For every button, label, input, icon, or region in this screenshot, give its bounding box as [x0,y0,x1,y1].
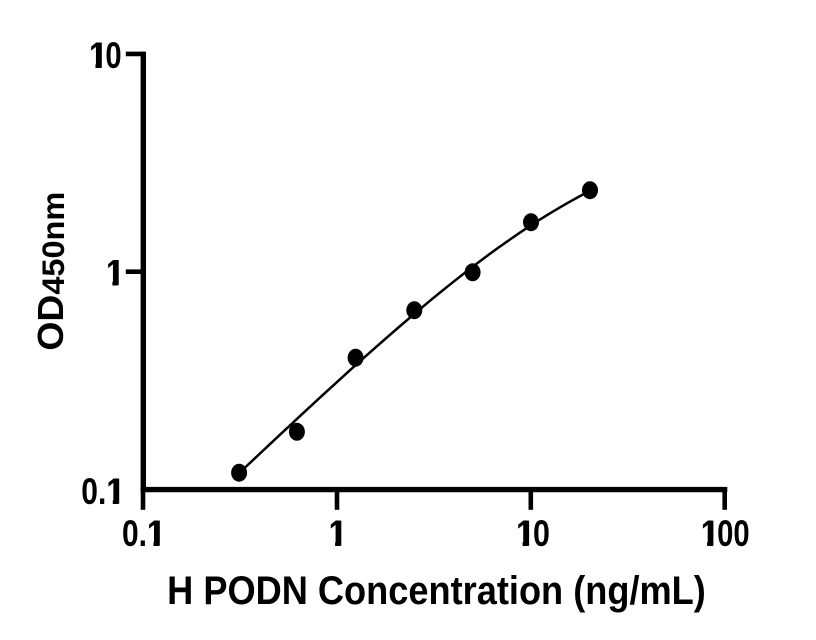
svg-text:100: 100 [701,514,750,555]
svg-text:0.1: 0.1 [81,471,123,513]
svg-text:0.1: 0.1 [122,513,164,555]
svg-text:10: 10 [89,36,122,77]
svg-text:10: 10 [516,513,550,555]
svg-text:OD450nm: OD450nm [30,192,71,351]
svg-text:H PODN Concentration (ng/mL): H PODN Concentration (ng/mL) [167,568,706,613]
svg-text:1: 1 [106,253,122,294]
svg-text:1: 1 [329,514,345,555]
